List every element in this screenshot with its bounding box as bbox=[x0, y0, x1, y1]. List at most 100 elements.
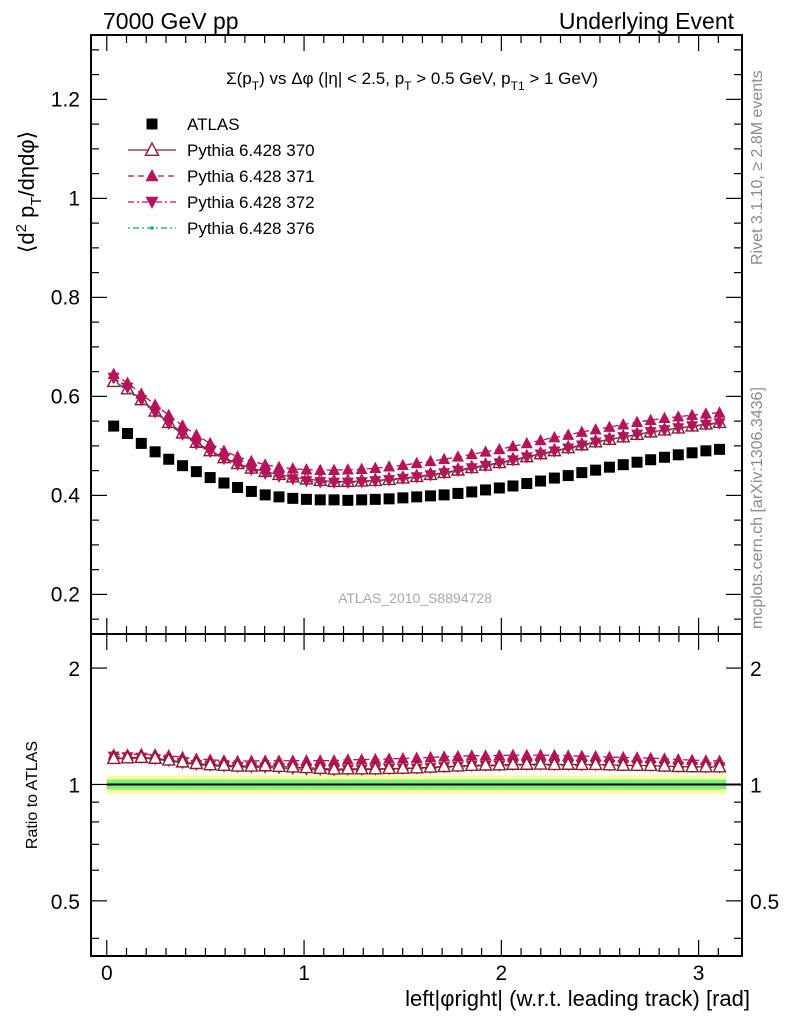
main-point-3 bbox=[603, 434, 616, 446]
main-point-3 bbox=[369, 476, 382, 488]
main-point-0 bbox=[314, 494, 326, 506]
main-point-3 bbox=[424, 470, 437, 482]
main-point-3 bbox=[548, 446, 561, 458]
main-point-0 bbox=[411, 491, 423, 503]
ratio-y-tick-label: 1 bbox=[68, 774, 80, 797]
main-point-2 bbox=[672, 410, 685, 422]
main-panel: 0.2 0.4 0.6 0.8 1 1.2 Σ(pT) vs Δφ (|η| < 2.5,… bbox=[13, 34, 743, 635]
legend-label-2: Pythia 6.428 371 bbox=[187, 167, 315, 186]
main-point-2 bbox=[575, 425, 588, 437]
main-point-2 bbox=[658, 411, 671, 424]
main-point-0 bbox=[425, 490, 437, 502]
main-point-2 bbox=[479, 445, 492, 457]
main-point-0 bbox=[356, 494, 368, 506]
main-point-2 bbox=[493, 442, 506, 455]
main-point-0 bbox=[438, 489, 450, 501]
header-left: 7000 GeV pp bbox=[103, 8, 239, 34]
main-point-2 bbox=[355, 462, 368, 475]
main-point-0 bbox=[245, 485, 257, 497]
main-point-2 bbox=[107, 367, 120, 379]
main-point-3 bbox=[479, 460, 492, 473]
legend-label-0: ATLAS bbox=[187, 115, 240, 134]
main-point-3 bbox=[286, 474, 299, 486]
ratio-point-1 bbox=[505, 756, 521, 770]
main-point-2 bbox=[534, 433, 547, 446]
main-point-2 bbox=[245, 454, 258, 467]
ratio-point-1 bbox=[464, 757, 479, 771]
series-line-3 bbox=[113, 377, 720, 484]
ratio-point-1 bbox=[244, 758, 259, 772]
ratio-point-2 bbox=[355, 753, 368, 765]
main-point-0 bbox=[521, 478, 533, 490]
legend-marker-3 bbox=[145, 196, 159, 210]
main-point-3 bbox=[658, 425, 671, 437]
main-point-0 bbox=[645, 454, 657, 466]
ratio-point-1 bbox=[698, 758, 714, 773]
ratio-point-2 bbox=[548, 748, 561, 761]
ratio-point-1 bbox=[643, 757, 658, 772]
main-point-2 bbox=[135, 387, 148, 399]
legend-marker-1 bbox=[144, 141, 160, 156]
ratio-point-2 bbox=[644, 751, 657, 764]
main-point-3 bbox=[562, 443, 575, 455]
main-point-0 bbox=[149, 446, 161, 458]
ratio-point-1 bbox=[492, 757, 507, 771]
main-point-0 bbox=[163, 453, 175, 465]
ratio-point-1 bbox=[368, 760, 383, 775]
main-point-3 bbox=[699, 419, 712, 432]
main-point-0 bbox=[466, 486, 478, 498]
ratio-point-2 bbox=[328, 754, 341, 766]
main-point-0 bbox=[369, 493, 381, 505]
main-point-3 bbox=[672, 423, 685, 435]
main-point-2 bbox=[204, 436, 217, 449]
main-point-2 bbox=[231, 450, 244, 462]
x-tick-label: 0 bbox=[101, 962, 113, 985]
ratio-point-2 bbox=[658, 752, 671, 764]
ratio-point-1 bbox=[629, 757, 645, 771]
ratio-point-2 bbox=[314, 754, 327, 766]
main-y-tick-label: 0.2 bbox=[51, 583, 80, 606]
x-axis-label: left|φright| (w.r.t. leading track) [rad… bbox=[405, 986, 750, 1011]
main-point-0 bbox=[700, 445, 712, 457]
ratio-point-1 bbox=[602, 757, 617, 771]
ratio-point-1 bbox=[684, 758, 700, 773]
ratio-panel: 0.5 0.5 1 1 2 2 0 1 2 3 Ratio to ATLAS left|φrig… bbox=[24, 633, 779, 1011]
main-y-tick-label: 1.2 bbox=[51, 88, 80, 111]
main-y-tick-label: 0.8 bbox=[51, 286, 80, 309]
main-point-3 bbox=[217, 453, 230, 466]
ratio-point-1 bbox=[175, 754, 190, 768]
legend-marker-2 bbox=[145, 168, 159, 182]
main-point-2 bbox=[149, 398, 162, 410]
main-point-3 bbox=[465, 463, 478, 475]
main-point-3 bbox=[314, 477, 327, 489]
main-point-0 bbox=[121, 428, 133, 440]
main-point-2 bbox=[617, 418, 630, 430]
main-point-0 bbox=[507, 480, 519, 492]
legend-label-4: Pythia 6.428 376 bbox=[187, 219, 315, 238]
main-point-3 bbox=[410, 472, 423, 484]
main-data-marks bbox=[106, 367, 727, 506]
legend-marker-4 bbox=[150, 226, 154, 230]
main-point-3 bbox=[176, 429, 189, 441]
main-y-tick-label: 0.4 bbox=[51, 484, 81, 507]
ratio-point-2 bbox=[631, 751, 644, 763]
main-point-2 bbox=[562, 428, 575, 440]
ratio-y-tick-label-right: 2 bbox=[750, 658, 762, 681]
ratio-point-1 bbox=[436, 758, 452, 773]
main-point-2 bbox=[217, 444, 230, 456]
ratio-y-tick-labels: 0.5 0.5 1 1 2 2 bbox=[51, 658, 779, 914]
ratio-point-1 bbox=[533, 756, 548, 770]
ratio-point-1 bbox=[147, 750, 163, 764]
main-point-3 bbox=[162, 418, 175, 431]
main-point-3 bbox=[506, 455, 519, 467]
ratio-y-axis-label: Ratio to ATLAS bbox=[24, 741, 41, 849]
ratio-point-1 bbox=[120, 749, 135, 764]
main-point-2 bbox=[314, 463, 327, 476]
ratio-point-2 bbox=[396, 752, 409, 764]
ratio-point-1 bbox=[189, 755, 204, 770]
ratio-point-1 bbox=[230, 758, 245, 772]
main-point-2 bbox=[644, 413, 657, 426]
main-point-2 bbox=[506, 439, 519, 452]
legend-marker-0 bbox=[146, 118, 158, 130]
ratio-point-1 bbox=[271, 758, 287, 773]
